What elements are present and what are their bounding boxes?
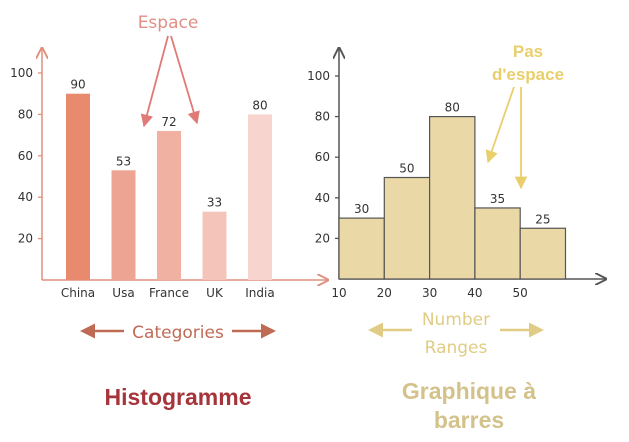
espace-annotation: Espace bbox=[138, 13, 199, 33]
pas-espace-arrow-left bbox=[485, 86, 515, 164]
bar-value-label: 80 bbox=[252, 98, 267, 112]
bar-france bbox=[157, 130, 181, 280]
range-tick-label: 30 bbox=[422, 286, 437, 300]
bar-value-label: 72 bbox=[161, 115, 176, 129]
bar-china bbox=[66, 93, 90, 280]
pas-espace-annotation-line1: Pas bbox=[513, 42, 543, 61]
histogram-bin-10-20 bbox=[338, 217, 385, 280]
range-tick-label: 10 bbox=[331, 286, 346, 300]
histogram-bin-20-30 bbox=[383, 176, 431, 280]
right-ytick-label: 20 bbox=[315, 231, 330, 245]
bar-uk bbox=[202, 211, 227, 280]
category-label: India bbox=[245, 286, 274, 300]
bar-value-label: 33 bbox=[207, 196, 222, 210]
categories-label: Categories bbox=[132, 323, 224, 343]
range-tick-label: 50 bbox=[513, 286, 528, 300]
bin-value-label: 80 bbox=[445, 101, 460, 115]
left-ytick-label: 80 bbox=[18, 107, 33, 121]
espace-arrow-right bbox=[170, 35, 200, 125]
bin-value-label: 25 bbox=[535, 212, 550, 226]
number-ranges-label-line1: Number bbox=[422, 310, 490, 330]
category-label: France bbox=[149, 286, 189, 300]
bar-value-label: 53 bbox=[116, 154, 131, 168]
right-ytick-label: 60 bbox=[315, 150, 330, 164]
category-label: Usa bbox=[112, 286, 134, 300]
pas-espace-annotation-line2: d'espace bbox=[492, 65, 564, 84]
bin-value-label: 35 bbox=[490, 192, 505, 206]
bar-value-label: 90 bbox=[70, 78, 85, 92]
category-label: UK bbox=[206, 286, 224, 300]
histogram-bin-40-50 bbox=[474, 207, 521, 280]
bar-india bbox=[248, 114, 272, 281]
espace-arrow-left bbox=[140, 35, 169, 128]
right-ytick-label: 100 bbox=[307, 69, 330, 83]
bin-value-label: 50 bbox=[399, 162, 414, 176]
right-ytick-label: 40 bbox=[315, 191, 330, 205]
histogram-bin-50-60 bbox=[519, 227, 567, 280]
right-ytick-label: 80 bbox=[315, 110, 330, 124]
left-ytick-label: 20 bbox=[18, 232, 33, 246]
graphique-caption-line1: Graphique à bbox=[402, 378, 536, 404]
range-tick-label: 20 bbox=[377, 286, 392, 300]
right-histogram-chart: 20 40 60 80 100 30 50 80 35 25 10 20 30 40 50 bbox=[307, 48, 606, 300]
histogram-bin-30-40 bbox=[429, 115, 476, 280]
number-ranges-label-line2: Ranges bbox=[425, 338, 488, 358]
bar-usa bbox=[111, 170, 136, 280]
bin-value-label: 30 bbox=[354, 202, 369, 216]
left-ytick-label: 60 bbox=[18, 149, 33, 163]
left-bar-chart: 20 40 60 80 100 90 53 72 33 80 China Usa France UK I… bbox=[10, 48, 328, 300]
left-ytick-label: 100 bbox=[10, 66, 33, 80]
graphique-caption-line2: barres bbox=[434, 407, 504, 433]
histogramme-caption: Histogramme bbox=[105, 384, 252, 410]
range-tick-label: 40 bbox=[467, 286, 482, 300]
category-label: China bbox=[61, 286, 95, 300]
left-ytick-label: 40 bbox=[18, 190, 33, 204]
